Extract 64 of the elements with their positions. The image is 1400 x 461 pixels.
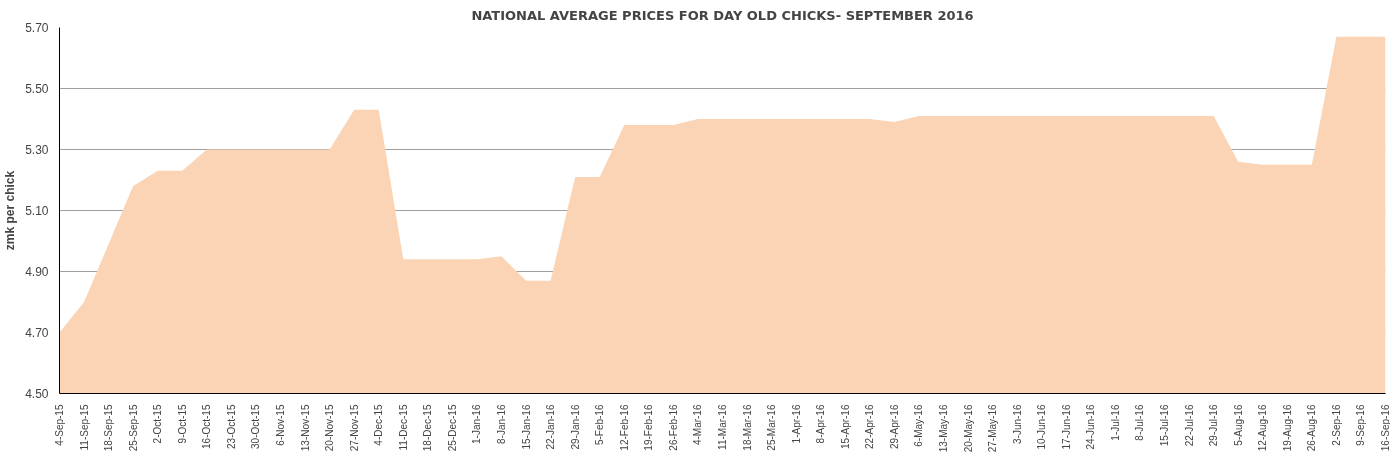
x-tick-label: 26-Aug-16	[1306, 404, 1318, 452]
x-tick-label: 23-Oct-15	[225, 404, 237, 449]
x-tick-label: 12-Feb-16	[618, 404, 630, 451]
y-tick-label: 4.70	[25, 326, 49, 340]
x-tick-label: 6-May-16	[913, 404, 925, 447]
x-tick-label: 9-Oct-15	[176, 404, 188, 444]
x-tick-label: 13-Nov-15	[299, 404, 311, 452]
x-tick-label: 29-Jan-16	[569, 404, 581, 450]
x-tick-label: 5-Aug-16	[1232, 404, 1244, 446]
x-tick-label: 25-Sep-15	[127, 404, 139, 452]
x-tick-label: 1-Jul-16	[1109, 404, 1121, 441]
x-tick-label: 3-Jun-16	[1011, 404, 1023, 444]
x-tick-label: 16-Sep-16	[1379, 404, 1391, 452]
x-tick-label: 9-Sep-16	[1355, 404, 1367, 446]
x-tick-label: 20-May-16	[962, 404, 974, 453]
x-tick-label: 25-Mar-16	[766, 404, 778, 451]
x-tick-label: 25-Dec-15	[446, 404, 458, 452]
x-tick-label: 15-Jan-16	[520, 404, 532, 450]
x-tick-label: 20-Nov-15	[324, 404, 336, 452]
x-tick-label: 18-Mar-16	[741, 404, 753, 451]
y-tick-label: 5.70	[25, 21, 49, 35]
y-tick-label: 5.50	[25, 82, 49, 96]
x-tick-label: 19-Aug-16	[1281, 404, 1293, 452]
x-tick-label: 26-Feb-16	[667, 404, 679, 451]
y-tick-label: 5.10	[25, 204, 49, 218]
x-tick-label: 1-Jan-16	[471, 404, 483, 444]
chart-title: NATIONAL AVERAGE PRICES FOR DAY OLD CHICKS- SEPTEMBER 2016	[471, 7, 974, 23]
x-tick-label: 24-Jun-16	[1085, 404, 1097, 450]
x-tick-label: 29-Jul-16	[1208, 404, 1220, 447]
x-tick-label: 2-Sep-16	[1330, 404, 1342, 446]
x-tick-label: 6-Nov-15	[275, 404, 286, 446]
x-tick-label: 29-Apr-16	[888, 404, 900, 449]
x-tick-label: 15-Jul-16	[1159, 404, 1170, 447]
x-tick-label: 19-Feb-16	[643, 404, 655, 451]
x-tick-label: 12-Aug-16	[1257, 404, 1269, 452]
x-tick-label: 22-Jul-16	[1183, 404, 1195, 447]
x-tick-label: 8-Jan-16	[496, 404, 507, 444]
x-tick-label: 4-Mar-16	[692, 404, 704, 446]
x-tick-label: 5-Feb-16	[594, 404, 606, 446]
x-tick-label: 17-Jun-16	[1060, 404, 1072, 450]
x-tick-label: 22-Jan-16	[545, 404, 557, 450]
x-tick-label: 27-May-16	[987, 404, 999, 453]
x-tick-label: 11-Mar-16	[717, 404, 728, 450]
x-tick-label: 11-Sep-15	[78, 404, 90, 451]
x-tick-label: 1-Apr-16	[790, 404, 802, 444]
x-tick-label: 11-Dec-15	[397, 404, 409, 451]
x-tick-label: 18-Sep-15	[103, 404, 115, 452]
x-tick-label: 13-May-16	[938, 404, 949, 453]
x-tick-label: 27-Nov-15	[348, 404, 360, 452]
x-tick-label: 30-Oct-15	[250, 404, 262, 449]
y-tick-label: 5.30	[25, 143, 49, 157]
x-tick-label: 15-Apr-16	[839, 404, 851, 449]
x-tick-label: 16-Oct-15	[201, 404, 213, 449]
x-tick-label: 10-Jun-16	[1036, 404, 1048, 450]
x-tick-label: 18-Dec-15	[422, 404, 434, 452]
x-tick-label: 2-Oct-15	[152, 404, 164, 444]
x-tick-label: 8-Apr-16	[815, 404, 827, 444]
x-tick-label: 4-Sep-15	[54, 404, 65, 446]
x-tick-label: 8-Jul-16	[1134, 404, 1146, 441]
y-tick-label: 4.50	[25, 387, 49, 401]
x-tick-label: 4-Dec-15	[373, 404, 385, 446]
y-tick-label: 4.90	[25, 265, 49, 279]
y-axis-title: zmk per chick	[3, 170, 18, 251]
x-tick-label: 22-Apr-16	[864, 404, 876, 449]
